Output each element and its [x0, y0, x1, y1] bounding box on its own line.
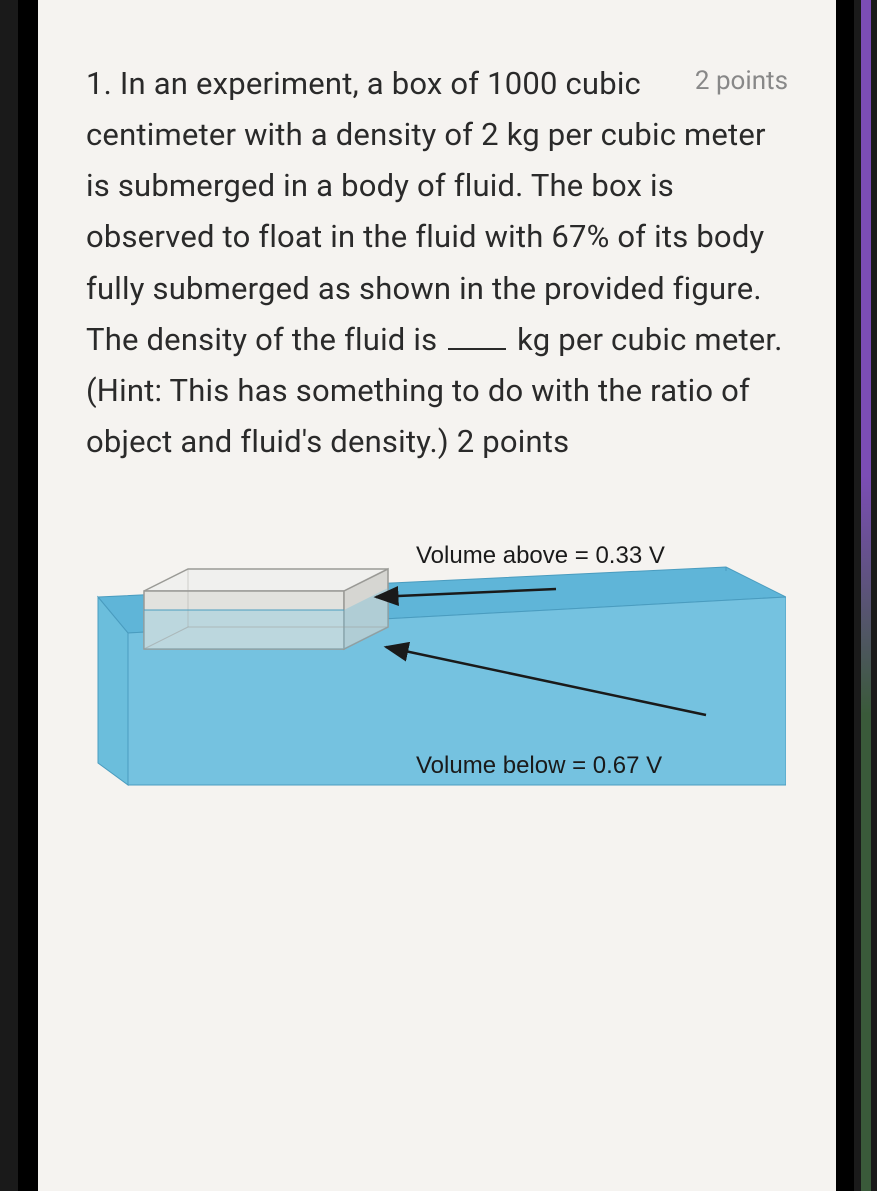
question-screen: 2 points 1. In an experiment, a box of 1… [38, 0, 836, 1191]
answer-blank[interactable] [448, 348, 506, 350]
question-container: 2 points 1. In an experiment, a box of 1… [86, 58, 788, 467]
label-volume-above: Volume above = 0.33 V [416, 542, 665, 569]
points-label: 2 points [695, 66, 788, 96]
question-body-part1: In an experiment, a box of 1000 cubic ce… [86, 65, 766, 358]
buoyancy-diagram: Volume above = 0.33 V Volume below = 0.6… [86, 515, 786, 803]
diagram-svg: Volume above = 0.33 V Volume below = 0.6… [86, 515, 786, 803]
question-text: 1. In an experiment, a box of 1000 cubic… [86, 58, 788, 467]
phone-edge-accent [861, 0, 871, 1191]
question-number: 1. [86, 65, 112, 102]
box-submerged-front [144, 610, 344, 649]
label-volume-below: Volume below = 0.67 V [416, 752, 662, 779]
